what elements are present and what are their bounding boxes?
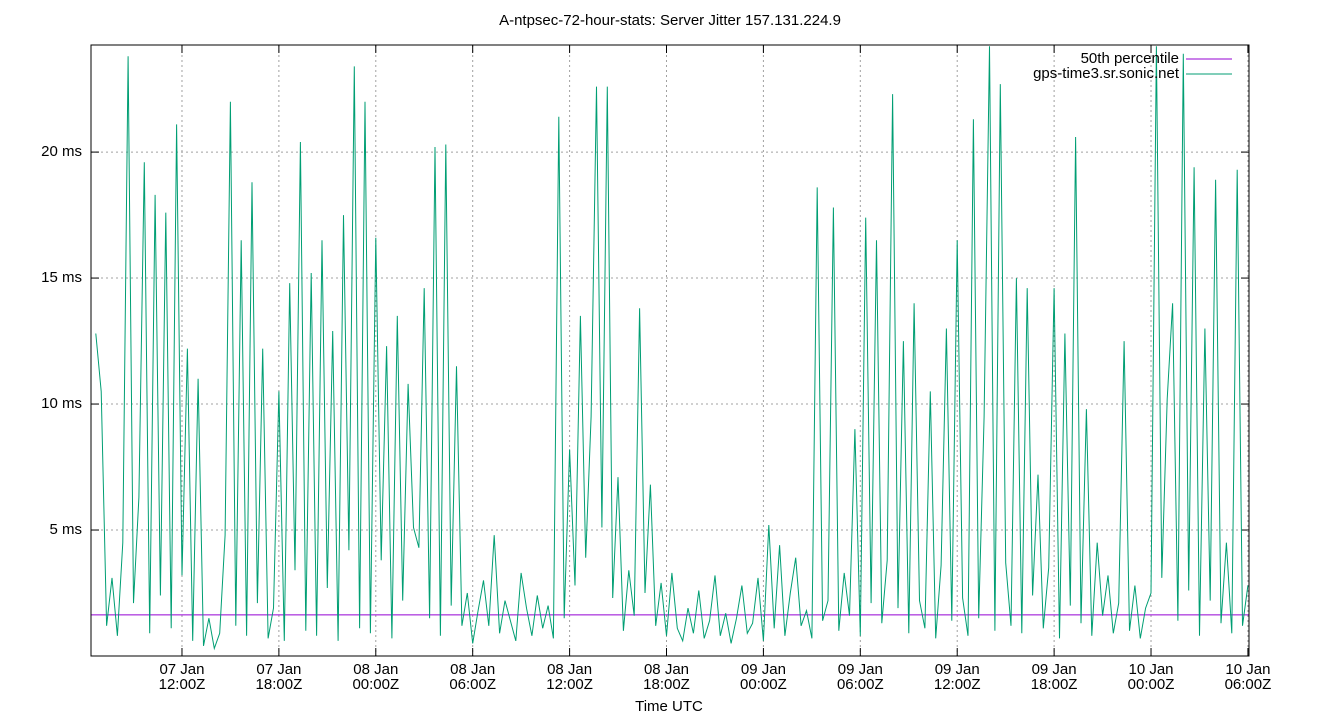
legend-label: 50th percentile [1081,50,1179,67]
x-tick-label: 06:00Z [449,676,496,693]
plot-border [90,44,1250,657]
x-tick-label: 08 Jan [353,661,398,678]
x-tick-label: 08 Jan [644,661,689,678]
y-tick-label: 10 ms [41,395,82,412]
y-tick-label: 5 ms [49,521,82,538]
x-tick-label: 10 Jan [1128,661,1173,678]
x-tick-label: 09 Jan [741,661,786,678]
x-tick-label: 10 Jan [1225,661,1270,678]
x-tick-label: 08 Jan [547,661,592,678]
x-axis-label: Time UTC [635,698,703,715]
x-tick-label: 08 Jan [450,661,495,678]
x-tick-label: 12:00Z [934,676,981,693]
x-tick-label: 07 Jan [159,661,204,678]
x-tick-label: 00:00Z [352,676,399,693]
x-tick-label: 06:00Z [837,676,884,693]
legend-label: gps-time3.sr.sonic.net [1033,65,1180,82]
x-tick-label: 09 Jan [838,661,883,678]
x-tick-label: 18:00Z [256,676,303,693]
x-tick-label: 12:00Z [159,676,206,693]
x-tick-label: 06:00Z [1225,676,1272,693]
x-tick-label: 18:00Z [643,676,690,693]
x-tick-label: 07 Jan [256,661,301,678]
x-tick-label: 09 Jan [935,661,980,678]
x-tick-label: 09 Jan [1032,661,1077,678]
y-tick-label: 20 ms [41,143,82,160]
x-tick-label: 12:00Z [546,676,593,693]
y-tick-label: 15 ms [41,269,82,286]
x-tick-label: 00:00Z [740,676,787,693]
chart-title: A-ntpsec-72-hour-stats: Server Jitter 15… [499,12,841,29]
x-tick-label: 00:00Z [1128,676,1175,693]
series-line [95,46,1249,651]
x-tick-label: 18:00Z [1031,676,1078,693]
